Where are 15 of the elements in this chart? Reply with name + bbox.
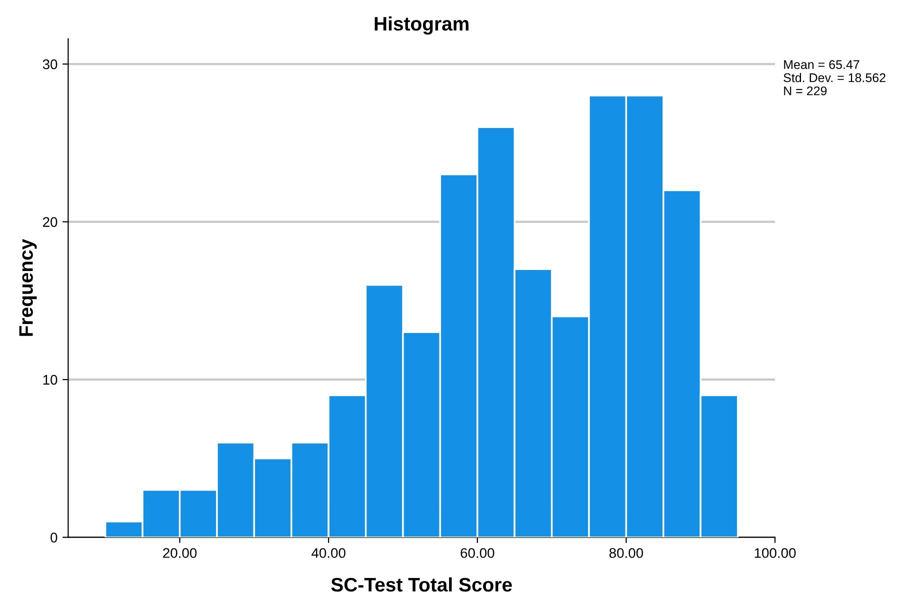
x-tick-label: 60.00 (460, 548, 494, 558)
y-tick-label: 10 (43, 374, 58, 385)
y-tick-label: 0 (50, 532, 58, 542)
chart-title: Histogram (374, 16, 468, 35)
text: Mean = 65.47 (784, 60, 860, 70)
y-tick-label: 30 (42, 59, 58, 70)
x-tick-label: 40.00 (312, 548, 346, 558)
x-axis-title: SC-Test Total Score (331, 577, 512, 592)
x-tick-label: 20.00 (163, 548, 197, 558)
x-tick-label: 100.00 (754, 548, 796, 558)
text: Std. Dev. = 18.562 (784, 72, 886, 82)
y-tick-label: 20 (43, 217, 58, 227)
text: N = 229 (784, 86, 827, 96)
y-axis-title: Frequency (19, 238, 37, 336)
x-tick-label: 80.00 (609, 548, 644, 558)
